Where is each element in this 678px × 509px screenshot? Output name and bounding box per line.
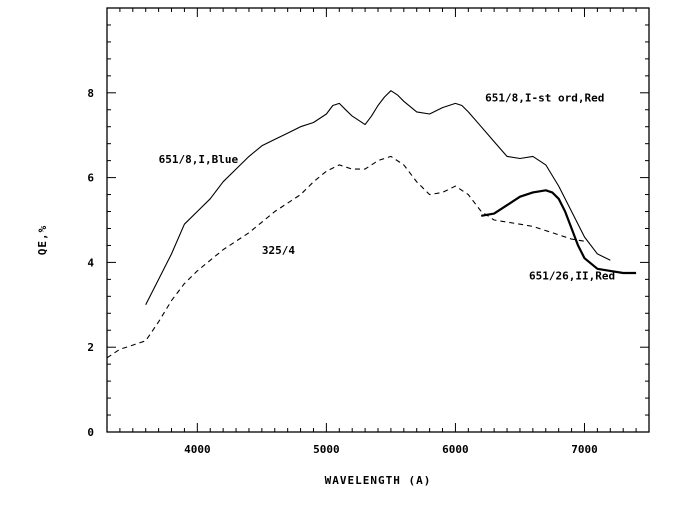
x-tick-label: 7000 — [571, 443, 598, 456]
series-annotation: 651/26,II,Red — [529, 269, 615, 282]
x-tick-label: 6000 — [442, 443, 469, 456]
y-tick-label: 0 — [87, 426, 94, 439]
x-axis-title: WAVELENGTH (A) — [325, 474, 432, 487]
axis-ticks — [107, 8, 649, 432]
y-tick-label: 4 — [87, 256, 94, 269]
y-tick-label: 8 — [87, 87, 94, 100]
y-tick-label: 6 — [87, 172, 94, 185]
y-axis-title: QE,% — [36, 225, 49, 256]
series-annotation: 651/8,I,Blue — [159, 153, 239, 166]
series-annotation: 325/4 — [262, 244, 295, 257]
series-651-26-red — [481, 189, 637, 275]
x-tick-label: 4000 — [184, 443, 211, 456]
annotation-layer: 651/8,I,Blue 325/4 651/8,I-st ord,Red 651/2… — [159, 91, 615, 282]
y-tick-label: 2 — [87, 341, 94, 354]
series-layer — [106, 90, 637, 359]
x-tick-label: 5000 — [313, 443, 340, 456]
series-annotation: 651/8,I-st ord,Red — [485, 91, 604, 104]
series-325-4 — [106, 155, 585, 359]
series-red-first-order — [145, 90, 611, 306]
tick-labels: 4000 5000 6000 7000 0 2 4 6 8 — [87, 87, 597, 456]
